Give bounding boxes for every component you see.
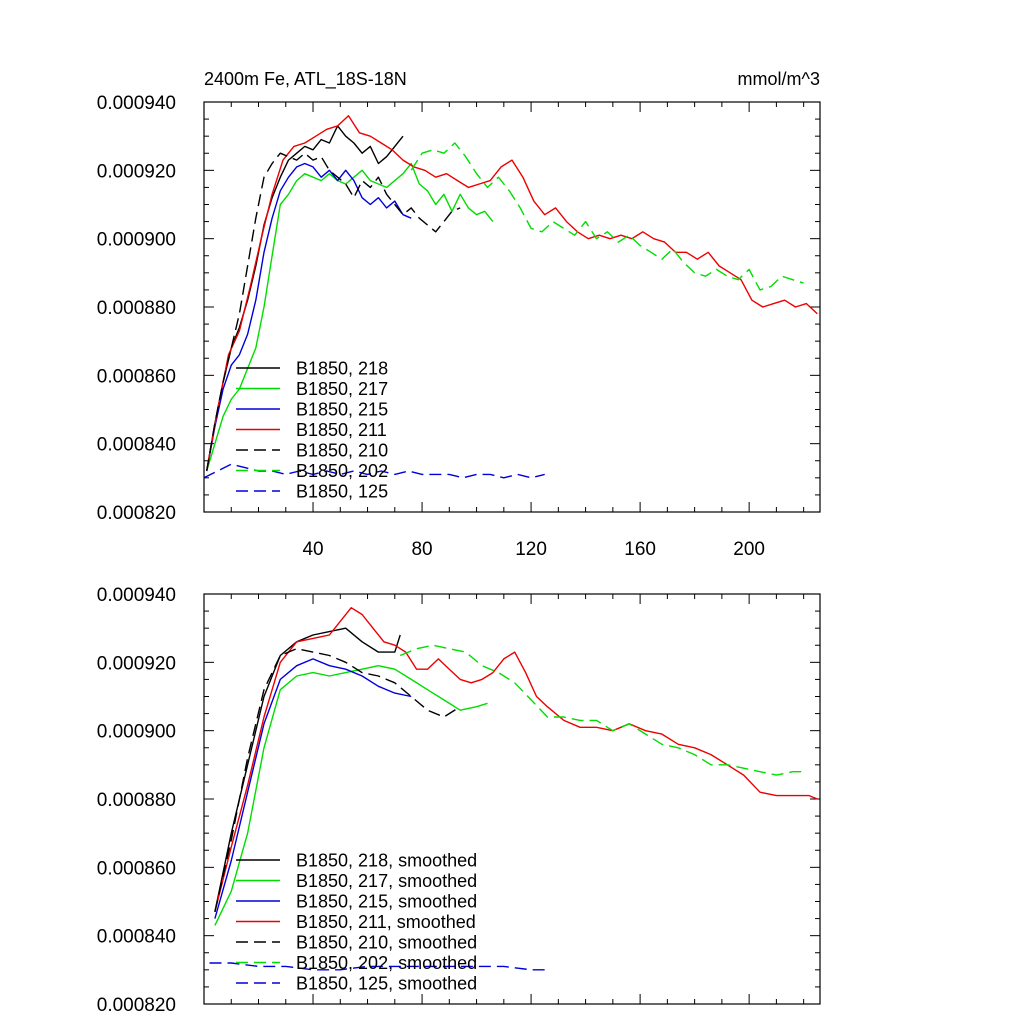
series-line: [399, 644, 804, 776]
bottom-y-tick-labels: 0.000820 0.000840 0.000860 0.000880 0.000900…: [97, 585, 176, 1016]
series-line: [206, 152, 461, 472]
y-tick-label: 0.000840: [97, 927, 176, 948]
legend-label: B1850, 218, smoothed: [296, 851, 477, 871]
bottom-ticks: [204, 593, 820, 1005]
legend-label: B1850, 215: [296, 400, 388, 420]
bottom-plot-frame: [203, 593, 821, 1005]
legend-label: B1850, 218: [296, 359, 388, 379]
legend-label: B1850, 217: [296, 379, 388, 399]
y-tick-label: 0.000900: [97, 722, 176, 743]
series-line: [214, 665, 488, 926]
top-series-lines: [203, 114, 818, 479]
top-ticks: [204, 101, 820, 513]
legend-label: B1850, 210, smoothed: [296, 933, 477, 953]
x-tick-label: 80: [411, 539, 432, 560]
legend-label: B1850, 202: [296, 461, 388, 481]
y-tick-label: 0.000920: [97, 653, 176, 674]
top-plot-frame: [203, 101, 821, 513]
legend-label: B1850, 211: [296, 420, 387, 440]
bottom-panel: 0.000820 0.000840 0.000860 0.000880 0.000900…: [97, 585, 821, 1016]
y-tick-label: 0.000820: [97, 995, 176, 1016]
legend-label: B1850, 125, smoothed: [296, 974, 477, 994]
legend-label: B1850, 202, smoothed: [296, 953, 477, 973]
legend-label: B1850, 211, smoothed: [296, 912, 476, 932]
legend-label: B1850, 217, smoothed: [296, 871, 477, 891]
y-tick-label: 0.000880: [97, 298, 176, 319]
y-tick-label: 0.000900: [97, 230, 176, 251]
y-tick-label: 0.000820: [97, 503, 176, 524]
legend-label: B1850, 210: [296, 441, 388, 461]
series-line: [214, 648, 461, 912]
x-tick-label: 160: [624, 539, 656, 560]
series-line: [206, 125, 404, 472]
y-tick-label: 0.000940: [97, 93, 176, 114]
y-tick-label: 0.000860: [97, 366, 176, 387]
y-tick-label: 0.000880: [97, 790, 176, 811]
series-line: [206, 114, 818, 472]
legend-label: B1850, 125: [296, 482, 388, 502]
top-x-tick-labels: 40 80 120 160 200: [302, 539, 765, 560]
legend-label: B1850, 215, smoothed: [296, 892, 477, 912]
series-line: [209, 962, 545, 971]
series-line: [214, 658, 412, 919]
top-panel: 2400m Fe, ATL_18S-18N mmol/m^3 0.0008200…: [97, 69, 821, 560]
chart-title: 2400m Fe, ATL_18S-18N: [204, 69, 407, 90]
y-tick-label: 0.000860: [97, 858, 176, 879]
x-tick-label: 200: [733, 539, 765, 560]
series-line: [214, 607, 818, 912]
series-line: [214, 627, 401, 912]
top-y-tick-labels: 0.000820 0.000840 0.000860 0.000880 0.000900…: [97, 93, 176, 524]
x-tick-label: 120: [515, 539, 547, 560]
series-line: [206, 162, 494, 472]
x-tick-label: 40: [302, 539, 323, 560]
units-label: mmol/m^3: [738, 69, 820, 89]
bottom-series-lines: [209, 607, 818, 971]
series-line: [206, 162, 412, 472]
series-line: [410, 142, 804, 291]
y-tick-label: 0.000940: [97, 585, 176, 606]
y-tick-label: 0.000920: [97, 161, 176, 182]
y-tick-label: 0.000840: [97, 435, 176, 456]
